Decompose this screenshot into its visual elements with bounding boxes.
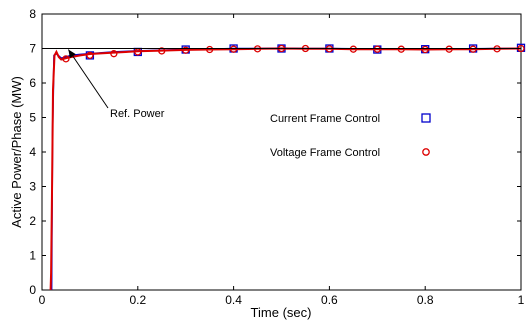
legend-marker-circle [422, 148, 430, 156]
marker-circle [205, 45, 214, 54]
marker-circle [469, 45, 477, 53]
y-tick-label: 6 [29, 76, 36, 90]
legend-label-2: Voltage Frame Control [270, 147, 380, 159]
x-tick-label: 0.8 [417, 293, 434, 307]
y-tick-label: 0 [29, 283, 36, 297]
y-tick-label: 2 [29, 214, 36, 228]
marker-circle [158, 47, 166, 55]
marker-circle [182, 46, 190, 54]
marker-circle [397, 45, 405, 53]
annotation-layer: Ref. Power [42, 48, 521, 120]
y-tick-label: 8 [29, 7, 36, 21]
annotation-arrow-line [67, 49, 109, 109]
marker-circle [421, 45, 429, 54]
axis-ticks: 0 0.2 0.4 0.6 0.8 1 0 1 2 3 4 5 6 7 8 [29, 7, 524, 307]
marker-circle [349, 45, 358, 53]
y-tick-label: 4 [29, 145, 36, 159]
legend: Current Frame Control Voltage Frame Contr… [270, 113, 431, 159]
y-axis-label: Active Power/Phase (MW) [9, 76, 24, 228]
x-tick-label: 0.6 [321, 293, 338, 307]
annotation-arrowhead [68, 49, 76, 59]
y-tick-label: 1 [29, 249, 36, 263]
marker-circle [86, 51, 94, 60]
y-tick-label: 5 [29, 111, 36, 125]
legend-marker-square [421, 113, 431, 123]
marker-circle [110, 50, 118, 58]
marker-circle [373, 45, 381, 53]
annotation-label: Ref. Power [110, 108, 165, 120]
x-axis-label: Time (sec) [251, 305, 312, 320]
marker-circle [445, 45, 453, 53]
x-tick-label: 0.4 [225, 293, 242, 307]
y-tick-label: 7 [29, 42, 36, 56]
legend-label-1: Current Frame Control [270, 113, 380, 125]
x-tick-label: 1 [518, 293, 525, 307]
series-layer [49, 43, 526, 291]
marker-circle [229, 45, 238, 53]
series-line-2 [49, 47, 522, 291]
marker-circle [62, 55, 70, 63]
y-tick-label: 3 [29, 180, 36, 194]
plot-area [41, 13, 522, 291]
x-tick-label: 0.2 [129, 293, 146, 307]
x-tick-label: 0 [39, 293, 46, 307]
